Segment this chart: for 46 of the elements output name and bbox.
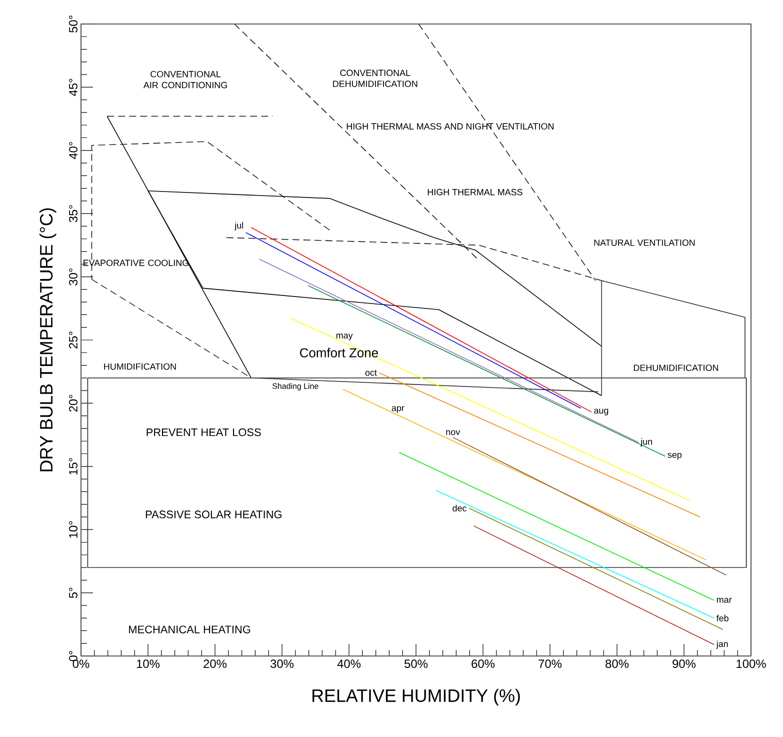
x-tick-label: 40% [337,660,361,668]
annotation: sep [668,452,682,460]
x-tick-label: 70% [538,660,562,668]
y-tick-label: 30° [69,268,78,286]
y-axis-title: DRY BULB TEMPERATURE (°C) [39,208,56,472]
annotation: HIGH THERMAL MASS [428,188,522,196]
x-tick-label: 50% [404,660,428,668]
annotation: PASSIVE SOLAR HEATING [146,510,282,518]
y-tick-label: 20° [69,394,78,412]
x-tick-label: 90% [672,660,696,668]
annotation: aug [594,408,608,416]
annotation: PREVENT HEAT LOSS [146,428,261,436]
annotation: oct [365,370,377,376]
annotation: EVAPORATIVE COOLING [84,260,188,266]
annotation: CONVENTIONAL DEHUMIDIFICATION [333,70,418,88]
annotation: mar [716,598,732,603]
x-tick-label: 30% [270,660,294,668]
annotation: NATURAL VENTILATION [594,239,695,246]
x-tick-label: 0% [72,660,90,668]
annotation: feb [716,614,728,622]
annotation: nov [446,430,460,436]
x-tick-label: 80% [606,660,629,668]
y-tick-label: 40° [69,142,78,160]
x-tick-label: 60% [472,660,495,668]
x-tick-label: 100% [736,660,766,668]
x-axis-title: RELATIVE HUMIDITY (%) [312,688,520,706]
y-tick-label: 15° [69,458,78,475]
annotation: jan [716,640,728,649]
y-tick-label: 50° [69,16,78,33]
y-tick-label: 5° [69,588,78,598]
y-tick-label: 35° [69,205,78,222]
annotation: dec [452,504,466,512]
x-tick-label: 20% [204,660,227,668]
annotation: may [336,334,353,340]
annotation: jul [234,222,244,230]
y-tick-label: 25° [69,332,78,348]
annotation: jun [640,438,652,447]
y-tick-label: 10° [69,521,78,538]
annotation: MECHANICAL HEATING [129,626,250,634]
y-tick-label: 0° [69,651,78,662]
annotation: DEHUMIDIFICATION [634,364,718,371]
y-tick-label: 45° [69,78,78,96]
annotation: HUMIDIFICATION [104,363,176,370]
annotation: CONVENTIONAL AIR CONDITIONING [143,70,227,88]
x-tick-label: 10% [136,660,160,668]
annotation: apr [392,406,404,413]
